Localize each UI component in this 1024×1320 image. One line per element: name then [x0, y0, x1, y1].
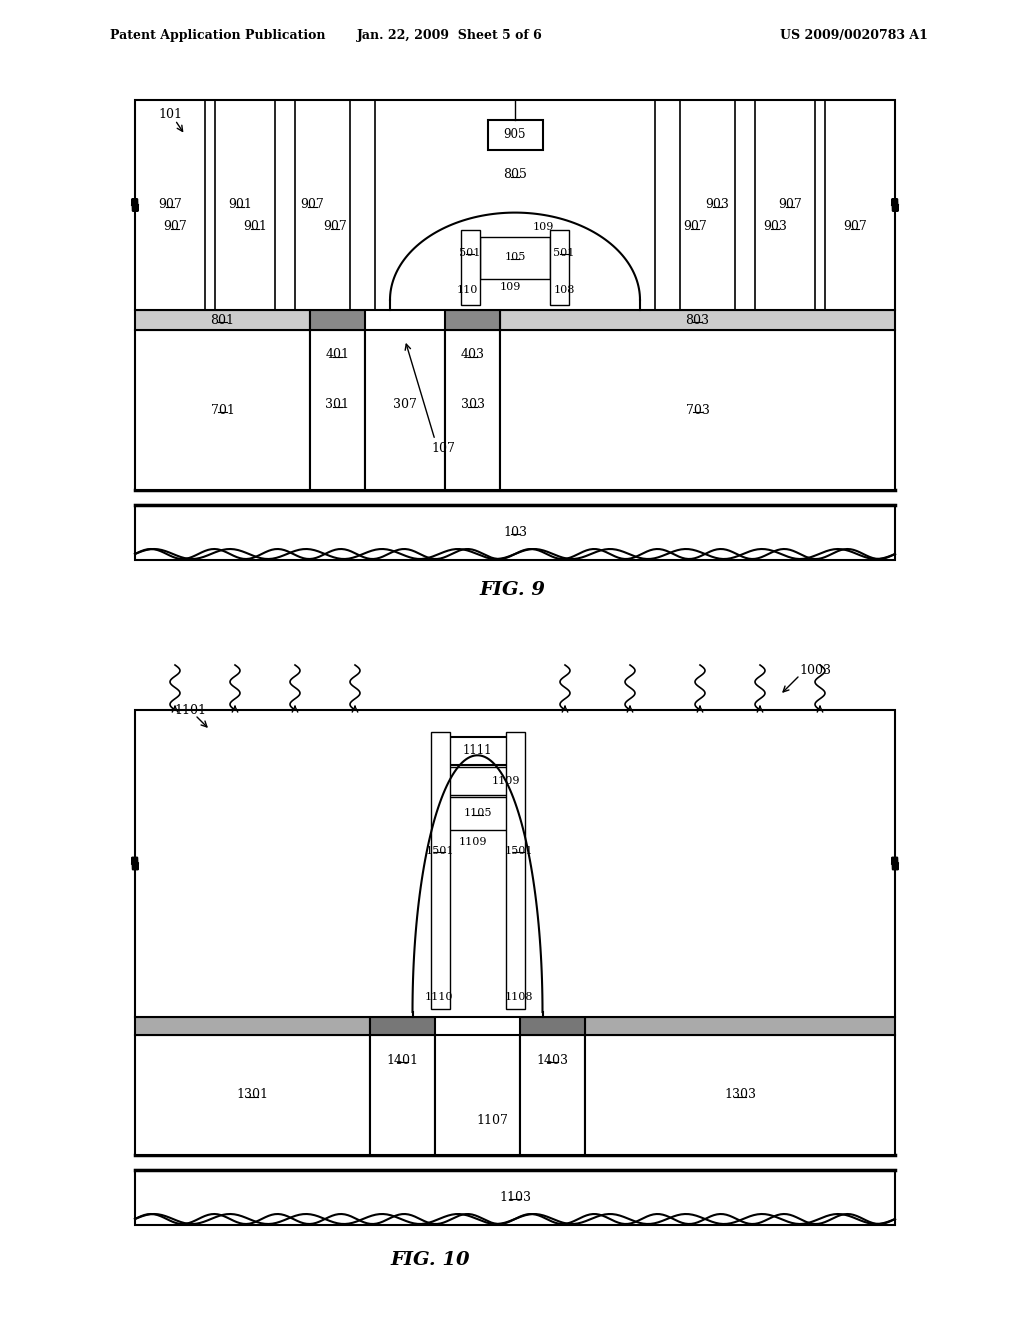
Text: 905: 905	[504, 128, 526, 141]
Bar	[135, 310, 310, 330]
Text: 303: 303	[461, 399, 484, 412]
Bar	[487, 120, 543, 150]
Text: 109: 109	[532, 222, 554, 231]
Bar	[135, 1016, 370, 1035]
Text: 1501: 1501	[425, 846, 454, 855]
Text: 501: 501	[553, 248, 574, 257]
Bar	[135, 1170, 895, 1225]
Bar	[500, 310, 895, 330]
Bar	[442, 737, 512, 766]
Text: 907: 907	[778, 198, 802, 211]
Text: 901: 901	[243, 220, 267, 234]
Text: 803: 803	[685, 314, 710, 326]
Text: 901: 901	[228, 198, 252, 211]
Text: 907: 907	[163, 220, 186, 234]
Text: 501: 501	[460, 248, 480, 257]
Text: 1401: 1401	[386, 1053, 419, 1067]
Text: 110: 110	[457, 285, 477, 294]
Bar	[135, 506, 895, 560]
Text: 1103: 1103	[499, 1191, 531, 1204]
Text: 1003: 1003	[799, 664, 831, 676]
Bar	[445, 310, 500, 330]
Text: 1403: 1403	[537, 1053, 568, 1067]
Bar	[310, 310, 365, 330]
Bar	[135, 710, 895, 1016]
Bar	[480, 236, 550, 279]
Text: 907: 907	[158, 198, 182, 211]
Bar	[135, 330, 310, 490]
Text: 907: 907	[843, 220, 867, 234]
Bar	[370, 1016, 435, 1035]
Text: US 2009/0020783 A1: US 2009/0020783 A1	[780, 29, 928, 41]
Text: 1105: 1105	[463, 808, 492, 818]
Bar	[500, 330, 895, 490]
Bar	[506, 733, 524, 1008]
Text: 1303: 1303	[724, 1089, 756, 1101]
Bar	[135, 1035, 370, 1155]
Text: 1301: 1301	[236, 1089, 268, 1101]
Text: 907: 907	[301, 198, 325, 211]
Text: 401: 401	[326, 348, 349, 362]
FancyBboxPatch shape	[470, 150, 560, 210]
Text: 1108: 1108	[504, 993, 532, 1002]
Text: FIG. 9: FIG. 9	[479, 581, 545, 599]
Text: 307: 307	[393, 399, 417, 412]
Text: 1109: 1109	[459, 837, 486, 847]
Bar	[461, 230, 480, 305]
Text: 903: 903	[763, 220, 786, 234]
Text: 403: 403	[461, 348, 484, 362]
Bar	[585, 1016, 895, 1035]
Bar	[585, 1035, 895, 1155]
Text: 301: 301	[326, 399, 349, 412]
Text: 1101: 1101	[174, 704, 206, 717]
Text: 105: 105	[504, 252, 525, 263]
Text: Patent Application Publication: Patent Application Publication	[110, 29, 326, 41]
Bar	[310, 330, 365, 490]
Text: 103: 103	[503, 525, 527, 539]
Text: 701: 701	[211, 404, 234, 417]
Bar	[445, 330, 500, 490]
Text: 1501: 1501	[504, 846, 532, 855]
Text: 907: 907	[683, 220, 707, 234]
Text: 107: 107	[431, 441, 455, 454]
Bar	[365, 330, 445, 490]
Text: 108: 108	[553, 285, 574, 294]
Text: 801: 801	[211, 314, 234, 326]
Text: 805: 805	[503, 169, 527, 181]
Text: 703: 703	[685, 404, 710, 417]
Bar	[447, 797, 508, 830]
Text: Jan. 22, 2009  Sheet 5 of 6: Jan. 22, 2009 Sheet 5 of 6	[357, 29, 543, 41]
Text: 1107: 1107	[476, 1114, 509, 1126]
Text: 109: 109	[500, 281, 520, 292]
Text: 1110: 1110	[424, 993, 453, 1002]
Bar	[435, 1035, 520, 1155]
Text: 1109: 1109	[492, 776, 520, 785]
Bar	[135, 100, 895, 310]
Bar	[520, 1016, 585, 1035]
Bar	[550, 230, 569, 305]
Bar	[430, 733, 450, 1008]
Text: 903: 903	[706, 198, 729, 211]
Bar	[370, 1035, 435, 1155]
Text: 1111: 1111	[463, 744, 493, 758]
Text: 907: 907	[324, 220, 347, 234]
Bar	[520, 1035, 585, 1155]
Bar	[447, 767, 508, 795]
Text: FIG. 10: FIG. 10	[390, 1251, 470, 1269]
Text: 101: 101	[158, 108, 182, 121]
